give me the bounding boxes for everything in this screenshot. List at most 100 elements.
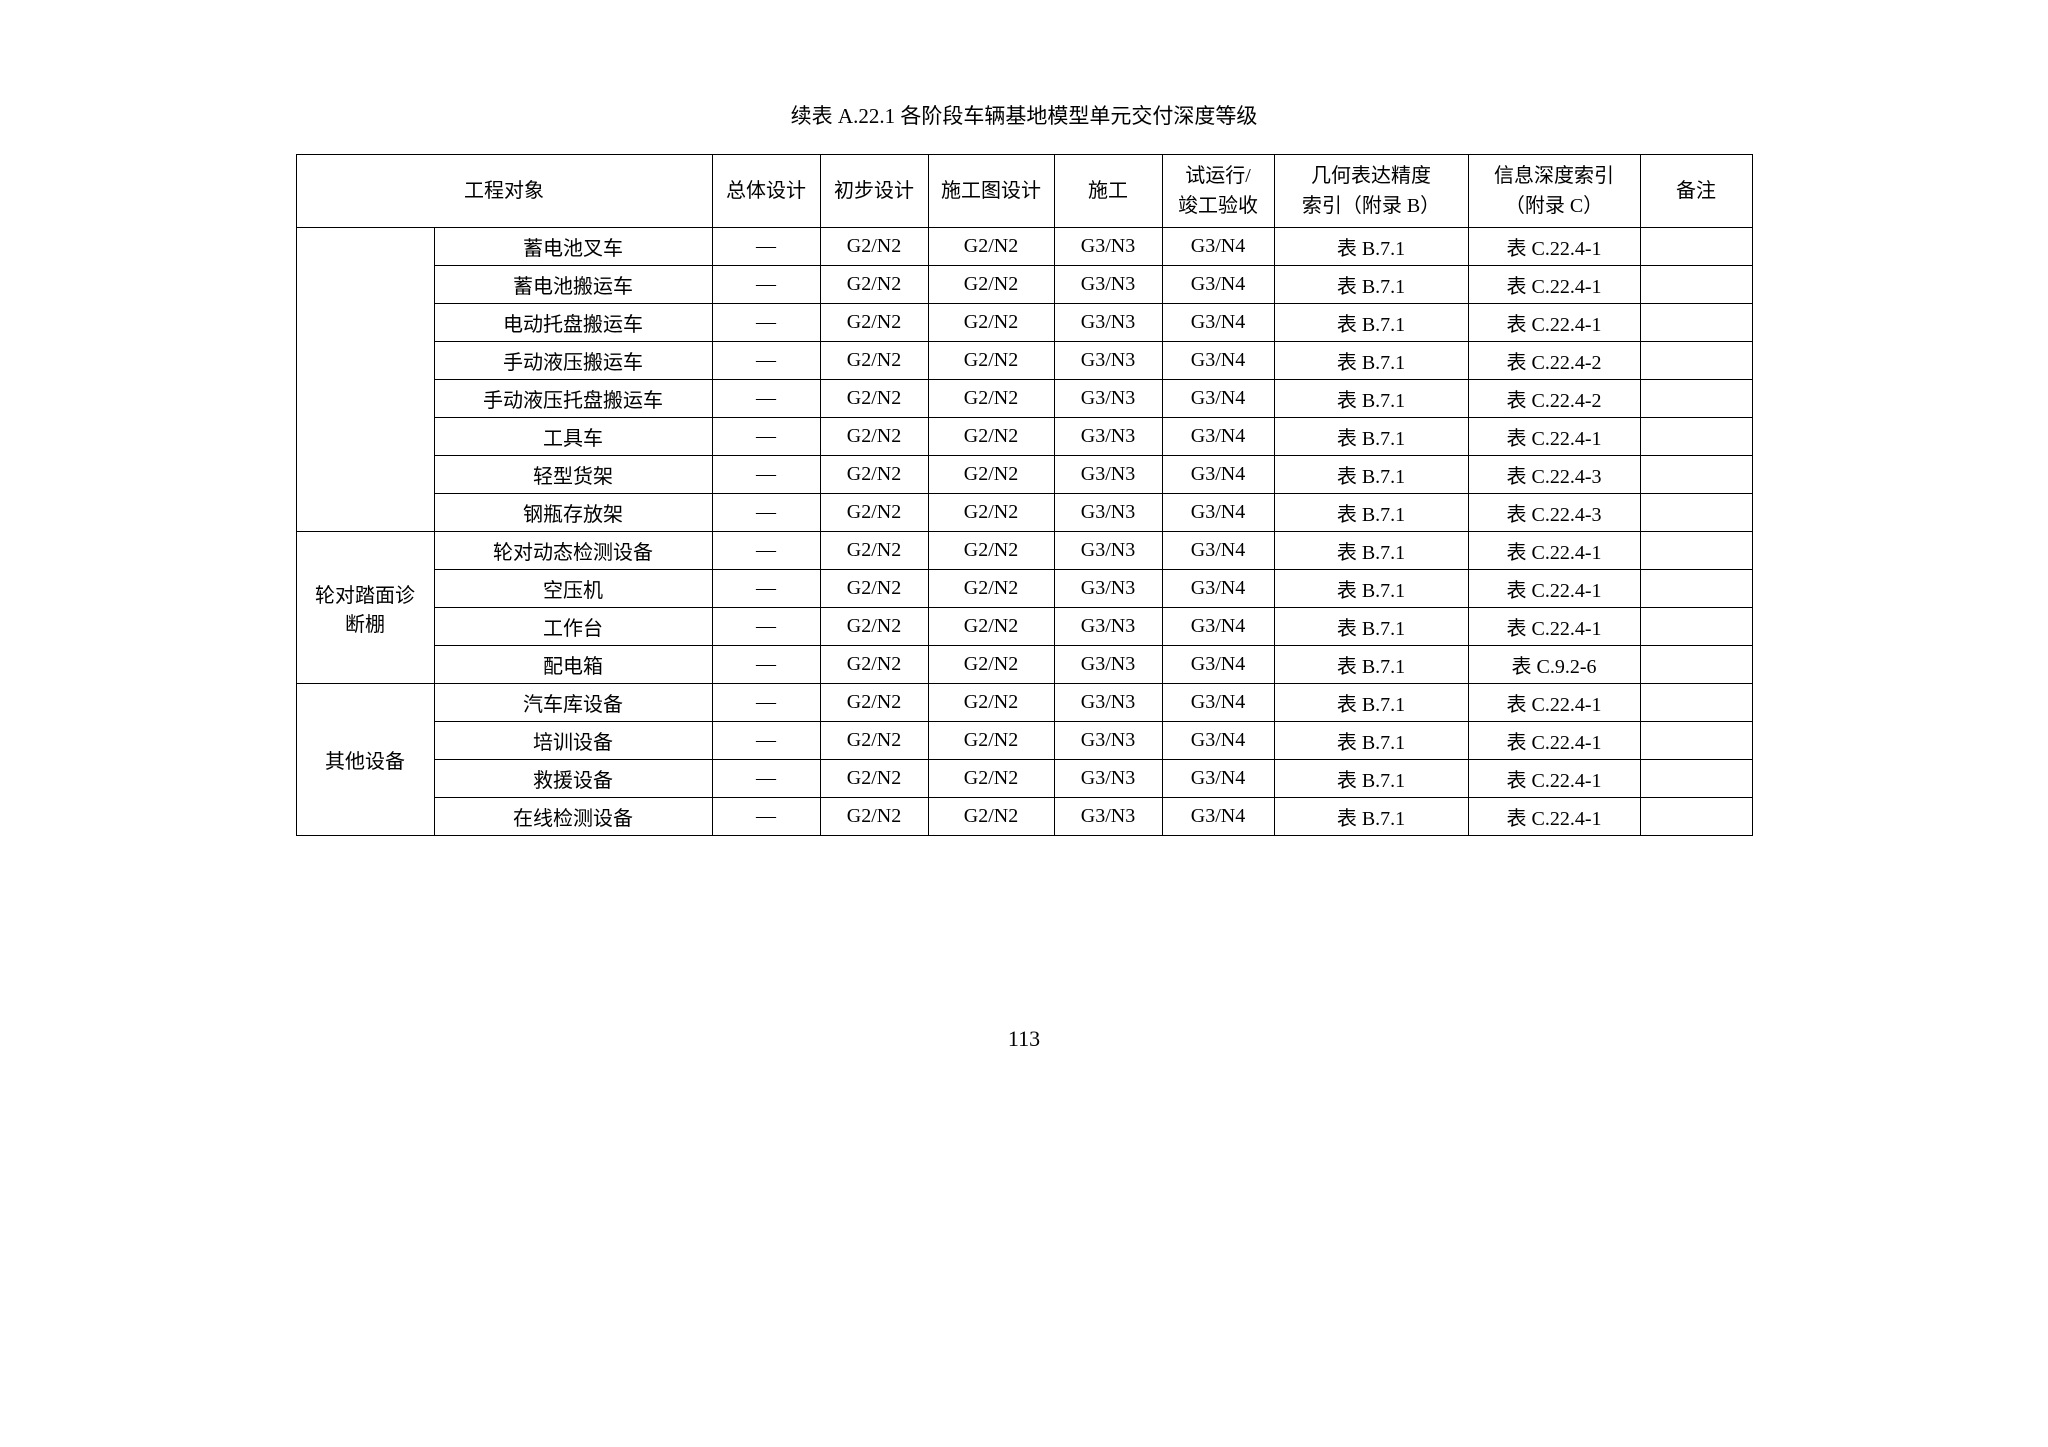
preliminary-design-cell: G2/N2	[820, 760, 928, 798]
construction-cell: G3/N3	[1054, 228, 1162, 266]
table-body: 蓄电池叉车—G2/N2G2/N2G3/N3G3/N4表 B.7.1表 C.22.…	[296, 228, 1752, 836]
commissioning-cell: G3/N4	[1162, 494, 1274, 532]
construction-drawing-cell: G2/N2	[928, 532, 1054, 570]
overall-design-cell: —	[712, 304, 820, 342]
remark-cell	[1640, 494, 1752, 532]
header-preliminary-design: 初步设计	[820, 155, 928, 228]
info-cell: 表 C.22.4-1	[1468, 304, 1640, 342]
geometry-cell: 表 B.7.1	[1274, 494, 1468, 532]
construction-drawing-cell: G2/N2	[928, 380, 1054, 418]
construction-cell: G3/N3	[1054, 646, 1162, 684]
construction-cell: G3/N3	[1054, 418, 1162, 456]
preliminary-design-cell: G2/N2	[820, 456, 928, 494]
item-name-cell: 蓄电池搬运车	[434, 266, 712, 304]
preliminary-design-cell: G2/N2	[820, 494, 928, 532]
overall-design-cell: —	[712, 266, 820, 304]
commissioning-cell: G3/N4	[1162, 722, 1274, 760]
info-cell: 表 C.22.4-1	[1468, 532, 1640, 570]
remark-cell	[1640, 684, 1752, 722]
table-row: 蓄电池叉车—G2/N2G2/N2G3/N3G3/N4表 B.7.1表 C.22.…	[296, 228, 1752, 266]
table-row: 工具车—G2/N2G2/N2G3/N3G3/N4表 B.7.1表 C.22.4-…	[296, 418, 1752, 456]
construction-drawing-cell: G2/N2	[928, 798, 1054, 836]
commissioning-cell: G3/N4	[1162, 532, 1274, 570]
remark-cell	[1640, 456, 1752, 494]
table-header-row: 工程对象 总体设计 初步设计 施工图设计 施工 试运行/竣工验收 几何表达精度索…	[296, 155, 1752, 228]
category-cell	[296, 228, 434, 532]
commissioning-cell: G3/N4	[1162, 798, 1274, 836]
construction-cell: G3/N3	[1054, 304, 1162, 342]
preliminary-design-cell: G2/N2	[820, 798, 928, 836]
header-remark: 备注	[1640, 155, 1752, 228]
construction-drawing-cell: G2/N2	[928, 608, 1054, 646]
table-title: 续表 A.22.1 各阶段车辆基地模型单元交付深度等级	[791, 100, 1258, 130]
info-cell: 表 C.22.4-1	[1468, 418, 1640, 456]
item-name-cell: 轻型货架	[434, 456, 712, 494]
item-name-cell: 蓄电池叉车	[434, 228, 712, 266]
construction-cell: G3/N3	[1054, 798, 1162, 836]
overall-design-cell: —	[712, 380, 820, 418]
commissioning-cell: G3/N4	[1162, 228, 1274, 266]
preliminary-design-cell: G2/N2	[820, 646, 928, 684]
table-row: 配电箱—G2/N2G2/N2G3/N3G3/N4表 B.7.1表 C.9.2-6	[296, 646, 1752, 684]
construction-drawing-cell: G2/N2	[928, 456, 1054, 494]
preliminary-design-cell: G2/N2	[820, 684, 928, 722]
info-cell: 表 C.22.4-3	[1468, 456, 1640, 494]
construction-cell: G3/N3	[1054, 760, 1162, 798]
info-cell: 表 C.22.4-1	[1468, 760, 1640, 798]
table-row: 钢瓶存放架—G2/N2G2/N2G3/N3G3/N4表 B.7.1表 C.22.…	[296, 494, 1752, 532]
construction-cell: G3/N3	[1054, 608, 1162, 646]
item-name-cell: 工具车	[434, 418, 712, 456]
overall-design-cell: —	[712, 456, 820, 494]
remark-cell	[1640, 228, 1752, 266]
item-name-cell: 培训设备	[434, 722, 712, 760]
info-cell: 表 C.22.4-1	[1468, 266, 1640, 304]
construction-drawing-cell: G2/N2	[928, 684, 1054, 722]
item-name-cell: 配电箱	[434, 646, 712, 684]
construction-cell: G3/N3	[1054, 494, 1162, 532]
construction-drawing-cell: G2/N2	[928, 722, 1054, 760]
category-cell: 其他设备	[296, 684, 434, 836]
preliminary-design-cell: G2/N2	[820, 608, 928, 646]
commissioning-cell: G3/N4	[1162, 266, 1274, 304]
geometry-cell: 表 B.7.1	[1274, 304, 1468, 342]
overall-design-cell: —	[712, 760, 820, 798]
table-row: 空压机—G2/N2G2/N2G3/N3G3/N4表 B.7.1表 C.22.4-…	[296, 570, 1752, 608]
overall-design-cell: —	[712, 228, 820, 266]
remark-cell	[1640, 380, 1752, 418]
commissioning-cell: G3/N4	[1162, 760, 1274, 798]
item-name-cell: 手动液压托盘搬运车	[434, 380, 712, 418]
remark-cell	[1640, 760, 1752, 798]
construction-drawing-cell: G2/N2	[928, 418, 1054, 456]
construction-drawing-cell: G2/N2	[928, 760, 1054, 798]
item-name-cell: 空压机	[434, 570, 712, 608]
geometry-cell: 表 B.7.1	[1274, 608, 1468, 646]
geometry-cell: 表 B.7.1	[1274, 722, 1468, 760]
commissioning-cell: G3/N4	[1162, 684, 1274, 722]
info-cell: 表 C.22.4-2	[1468, 342, 1640, 380]
geometry-cell: 表 B.7.1	[1274, 532, 1468, 570]
construction-drawing-cell: G2/N2	[928, 494, 1054, 532]
item-name-cell: 轮对动态检测设备	[434, 532, 712, 570]
geometry-cell: 表 B.7.1	[1274, 418, 1468, 456]
geometry-cell: 表 B.7.1	[1274, 266, 1468, 304]
preliminary-design-cell: G2/N2	[820, 266, 928, 304]
info-cell: 表 C.22.4-2	[1468, 380, 1640, 418]
info-cell: 表 C.9.2-6	[1468, 646, 1640, 684]
info-cell: 表 C.22.4-1	[1468, 608, 1640, 646]
remark-cell	[1640, 342, 1752, 380]
page-number: 113	[1008, 1026, 1040, 1052]
header-engineering-object: 工程对象	[296, 155, 712, 228]
construction-cell: G3/N3	[1054, 342, 1162, 380]
construction-cell: G3/N3	[1054, 532, 1162, 570]
construction-drawing-cell: G2/N2	[928, 228, 1054, 266]
overall-design-cell: —	[712, 494, 820, 532]
geometry-cell: 表 B.7.1	[1274, 798, 1468, 836]
table-row: 蓄电池搬运车—G2/N2G2/N2G3/N3G3/N4表 B.7.1表 C.22…	[296, 266, 1752, 304]
table-row: 手动液压托盘搬运车—G2/N2G2/N2G3/N3G3/N4表 B.7.1表 C…	[296, 380, 1752, 418]
info-cell: 表 C.22.4-1	[1468, 228, 1640, 266]
info-cell: 表 C.22.4-3	[1468, 494, 1640, 532]
preliminary-design-cell: G2/N2	[820, 228, 928, 266]
item-name-cell: 在线检测设备	[434, 798, 712, 836]
overall-design-cell: —	[712, 570, 820, 608]
table-row: 轮对踏面诊断棚轮对动态检测设备—G2/N2G2/N2G3/N3G3/N4表 B.…	[296, 532, 1752, 570]
